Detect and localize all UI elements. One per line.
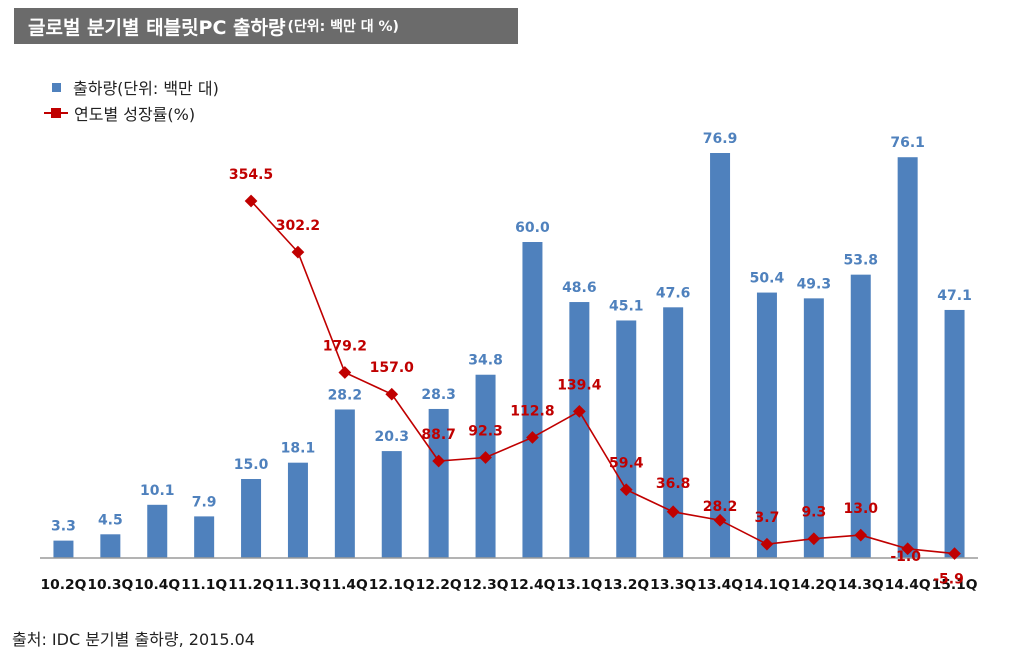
bar-value-label: 15.0 — [234, 457, 269, 473]
growth-point — [244, 194, 258, 208]
bar-12.1Q — [381, 451, 402, 558]
x-tick-label: 14.2Q — [791, 578, 837, 593]
growth-value-label: -1.0 — [890, 549, 921, 565]
x-tick-label: 15.1Q — [932, 578, 978, 593]
x-tick-label: 10.2Q — [41, 578, 87, 593]
chart-title: 글로벌 분기별 태블릿PC 출하량 — [28, 16, 286, 39]
chart-title-unit: (단위: 백만 대 %) — [287, 19, 399, 35]
legend: 출하량(단위: 백만 대) 연도별 성장률(%) — [44, 74, 219, 126]
growth-value-label: 139.4 — [557, 377, 602, 393]
bar-14.3Q — [850, 274, 871, 558]
x-tick-label: 13.1Q — [556, 578, 602, 593]
x-tick-label: 12.4Q — [510, 578, 556, 593]
x-tick-label: 12.1Q — [369, 578, 415, 593]
legend-bar-swatch — [52, 82, 61, 92]
growth-value-label: 28.2 — [703, 499, 738, 515]
growth-value-label: 112.8 — [510, 403, 554, 419]
growth-value-label: -5.9 — [933, 572, 964, 588]
x-tick-label: 14.3Q — [838, 578, 884, 593]
growth-point — [385, 387, 399, 401]
growth-value-label: 302.2 — [276, 218, 320, 234]
bar-13.4Q — [710, 153, 731, 558]
growth-value-label: 92.3 — [468, 423, 503, 439]
growth-value-label: 13.0 — [843, 501, 878, 517]
bar-15.1Q — [944, 309, 965, 558]
growth-point — [432, 454, 446, 468]
bar-value-label: 50.4 — [750, 271, 785, 287]
growth-value-label: 354.5 — [229, 167, 273, 183]
x-tick-label: 11.2Q — [228, 578, 274, 593]
bar-value-label: 48.6 — [562, 280, 597, 296]
bar-value-label: 18.1 — [281, 441, 316, 457]
x-tick-label: 11.4Q — [322, 578, 368, 593]
legend-bar-label: 출하량(단위: 백만 대) — [73, 79, 219, 98]
bar-value-label: 34.8 — [468, 353, 503, 369]
bar-value-label: 53.8 — [843, 253, 878, 269]
bar-value-label: 49.3 — [797, 276, 832, 292]
legend-item-growth: 연도별 성장률(%) — [44, 100, 219, 126]
x-tick-label: 12.3Q — [463, 578, 509, 593]
x-tick-label: 11.1Q — [181, 578, 227, 593]
growth-value-label: 59.4 — [609, 456, 644, 472]
growth-value-label: 179.2 — [323, 338, 367, 354]
bar-value-label: 76.1 — [890, 135, 925, 151]
bar-value-label: 47.6 — [656, 285, 691, 301]
legend-line-swatch — [44, 107, 68, 119]
bar-value-label: 3.3 — [51, 519, 76, 535]
bar-value-label: 76.9 — [703, 131, 738, 147]
bar-14.2Q — [803, 298, 824, 558]
growth-point — [479, 451, 492, 464]
bar-14.4Q — [897, 157, 918, 558]
legend-line-label: 연도별 성장률(%) — [74, 105, 196, 124]
x-tick-label: 14.4Q — [885, 578, 931, 593]
bar-10.2Q — [53, 540, 74, 558]
x-tick-label: 14.1Q — [744, 578, 790, 593]
x-tick-label: 11.3Q — [275, 578, 321, 593]
bar-value-label: 10.1 — [140, 483, 175, 499]
growth-value-label: 157.0 — [370, 360, 415, 376]
bar-10.4Q — [147, 504, 168, 558]
bar-11.2Q — [241, 479, 262, 558]
bar-11.3Q — [287, 462, 308, 558]
bar-value-label: 45.1 — [609, 298, 644, 314]
bar-13.2Q — [616, 320, 637, 558]
bar-10.3Q — [100, 534, 121, 558]
bar-value-label: 20.3 — [374, 429, 409, 445]
bar-value-label: 28.2 — [328, 387, 363, 403]
x-tick-label: 13.4Q — [697, 578, 743, 593]
bar-12.4Q — [522, 242, 543, 559]
bar-12.2Q — [428, 408, 449, 558]
bar-value-label: 28.3 — [421, 387, 456, 403]
source-note: 출처: IDC 분기별 출하량, 2015.04 — [12, 630, 255, 649]
growth-value-label: 36.8 — [656, 476, 691, 492]
x-tick-label: 13.3Q — [650, 578, 696, 593]
growth-value-label: 9.3 — [801, 505, 826, 521]
bar-value-label: 60.0 — [515, 220, 550, 236]
bar-value-label: 47.1 — [937, 288, 972, 304]
bar-value-label: 4.5 — [98, 512, 123, 528]
bar-11.1Q — [194, 516, 215, 558]
growth-point — [338, 366, 352, 379]
x-tick-label: 13.2Q — [603, 578, 649, 593]
growth-value-label: 88.7 — [421, 427, 456, 443]
growth-value-label: 3.7 — [755, 510, 780, 526]
bar-12.3Q — [475, 374, 496, 558]
chart-title-banner: 글로벌 분기별 태블릿PC 출하량 (단위: 백만 대 %) — [14, 8, 518, 44]
bar-13.3Q — [663, 307, 684, 558]
bar-11.4Q — [334, 409, 355, 558]
legend-item-shipments: 출하량(단위: 백만 대) — [44, 74, 219, 100]
growth-line — [250, 200, 955, 555]
bar-13.1Q — [569, 302, 590, 558]
x-tick-label: 10.4Q — [134, 578, 180, 593]
x-tick-label: 10.3Q — [87, 578, 133, 593]
x-tick-label: 12.2Q — [416, 578, 462, 593]
growth-point — [291, 245, 305, 259]
bar-14.1Q — [756, 292, 777, 558]
bar-value-label: 7.9 — [192, 494, 217, 510]
